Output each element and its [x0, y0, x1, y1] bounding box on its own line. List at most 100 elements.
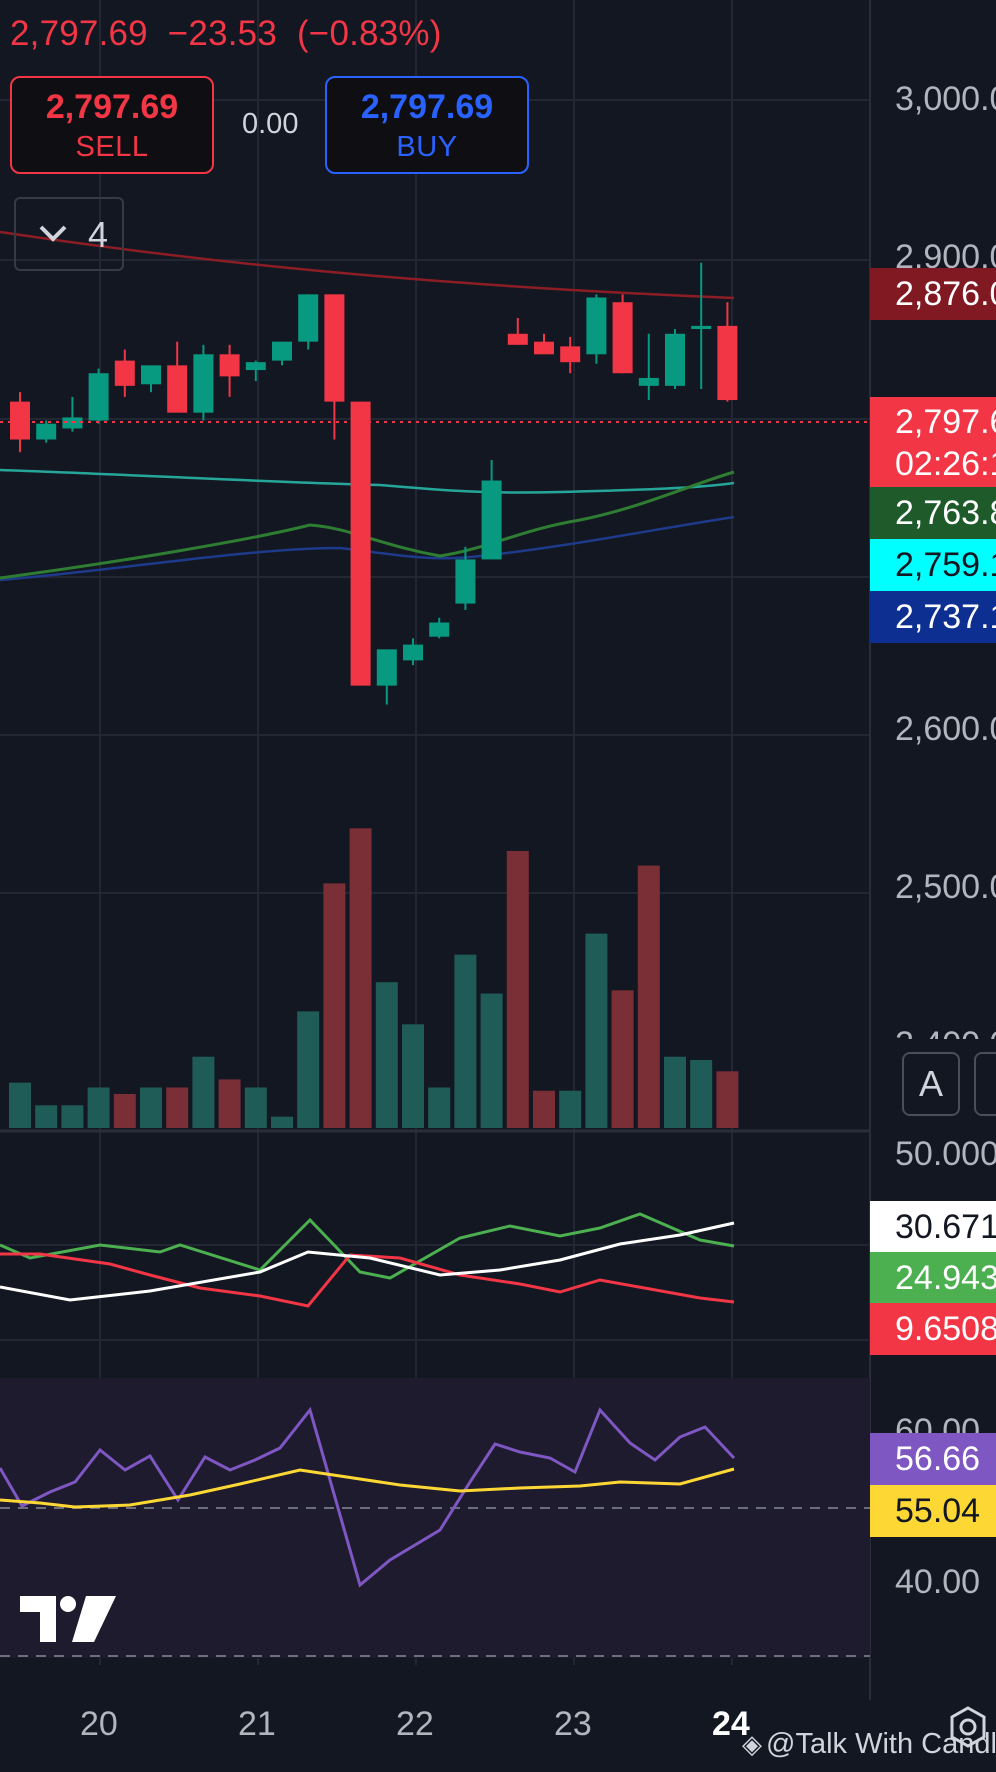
bar-countdown: 02:26:1	[895, 445, 996, 483]
ma-green-price-tag: 2,763.8	[870, 487, 996, 539]
candle-body	[376, 649, 397, 686]
ma-cyan-line	[0, 468, 735, 494]
candle-body	[350, 401, 371, 686]
candle-body	[10, 401, 30, 440]
volume-bars	[9, 828, 739, 1128]
rsi-ma-value-tag: 55.04	[870, 1485, 996, 1537]
rsi-axis-label: 60.00	[895, 1412, 981, 1436]
moving-averages	[0, 230, 735, 582]
candle-body	[114, 360, 135, 386]
tradingview-logo	[20, 1596, 116, 1642]
ma-green-line	[0, 470, 735, 580]
candle-body	[586, 297, 607, 355]
indicators-toggle-button[interactable]: 4	[14, 197, 124, 271]
time-axis-label: 21	[238, 1705, 276, 1743]
volume-bar	[297, 1011, 320, 1128]
buy-price: 2,797.69	[360, 88, 494, 126]
volume-bar	[140, 1087, 162, 1128]
time-axis-label: 22	[396, 1705, 434, 1743]
price-header: 2,797.69 −23.53 (−0.83%)	[10, 14, 452, 54]
sell-price: 2,797.69	[45, 88, 179, 126]
log-scale-button[interactable]	[974, 1052, 996, 1116]
candle-body	[167, 365, 188, 413]
indicators-count: 4	[88, 214, 109, 255]
plus-di-value-tag: 24.9432	[870, 1252, 996, 1304]
volume-bar	[244, 1087, 267, 1128]
volume-bar	[218, 1079, 241, 1128]
watermark-text: @Talk With Candle	[766, 1728, 996, 1760]
volume-bar	[664, 1056, 686, 1128]
sell-label: SELL	[75, 131, 149, 163]
candle-body	[193, 354, 214, 413]
price-axis-label: 3,000.0	[895, 80, 996, 118]
candle-body	[324, 294, 345, 402]
dmi-axis-label: 50.0000	[895, 1135, 996, 1173]
volume-bar	[533, 1090, 555, 1128]
volume-bar	[61, 1105, 84, 1128]
binance-logo-icon: ◈	[742, 1729, 762, 1759]
ma-long-line	[0, 230, 735, 300]
volume-bar	[166, 1087, 189, 1128]
time-axis-label-current: 24	[712, 1705, 750, 1743]
volume-bar	[402, 1024, 424, 1128]
candle-body	[403, 644, 423, 661]
volume-bar	[375, 982, 398, 1128]
candle-body	[691, 325, 712, 330]
last-price: 2,797.69	[10, 14, 148, 53]
candle-body	[481, 480, 502, 560]
last-price-tag-value: 2,797.6	[895, 403, 996, 441]
settings-gear-icon[interactable]	[946, 1705, 990, 1749]
candle-body	[560, 346, 581, 363]
buy-button[interactable]: 2,797.69 BUY	[325, 76, 529, 174]
auto-scale-button[interactable]: A	[902, 1052, 960, 1116]
ma-blue-line	[0, 515, 735, 582]
volume-bar	[323, 883, 346, 1128]
volume-bar	[690, 1059, 713, 1128]
rsi-line	[0, 1406, 736, 1588]
candle-body	[665, 333, 685, 386]
adx-line	[0, 1221, 735, 1302]
volume-bar	[611, 990, 634, 1128]
rsi-indicator	[0, 1406, 736, 1588]
rsi-band	[0, 1378, 870, 1658]
adx-value-tag: 30.6711	[870, 1201, 996, 1253]
volume-bar	[271, 1116, 293, 1128]
volume-bar	[349, 828, 372, 1128]
candle-body	[507, 333, 528, 345]
volume-bar	[9, 1082, 31, 1128]
volume-bar	[637, 865, 660, 1128]
candle-body	[88, 373, 109, 421]
price-axis-label: 2,600.0	[895, 710, 996, 748]
dmi-indicator	[0, 1212, 735, 1308]
minus-di-value-tag: 9.6508	[870, 1303, 996, 1355]
time-axis-label: 23	[554, 1705, 592, 1743]
volume-bar	[716, 1071, 739, 1128]
rsi-pane-background	[0, 1378, 870, 1658]
chevron-down-icon	[39, 225, 67, 242]
ma-long-price-tag: 2,876.0	[870, 268, 996, 320]
volume-bar	[192, 1056, 215, 1128]
candle-body	[245, 362, 266, 371]
volume-bar	[559, 1090, 582, 1128]
price-axis-label: 2,500.0	[895, 868, 996, 906]
volume-bar	[454, 954, 477, 1128]
candle-body	[717, 325, 738, 401]
volume-bar	[506, 850, 529, 1128]
candle-body	[612, 302, 633, 374]
candle-body	[141, 365, 161, 385]
spread-value: 0.00	[242, 108, 299, 140]
price-change-percent: (−0.83%)	[296, 14, 442, 53]
candle-body	[534, 341, 554, 355]
volume-bar	[35, 1105, 58, 1128]
sell-button[interactable]: 2,797.69 SELL	[10, 76, 214, 174]
rsi-ma-line	[0, 1467, 735, 1509]
candle-body	[298, 294, 319, 342]
candlesticks	[10, 262, 738, 705]
last-price-tag: 2,797.6 02:26:1	[870, 397, 996, 491]
volume-bar	[428, 1087, 451, 1128]
time-axis-label: 20	[80, 1705, 118, 1743]
ma-cyan-price-tag: 2,759.1	[870, 539, 996, 591]
ma-blue-price-tag: 2,737.1	[870, 591, 996, 643]
volume-bar	[480, 993, 503, 1128]
